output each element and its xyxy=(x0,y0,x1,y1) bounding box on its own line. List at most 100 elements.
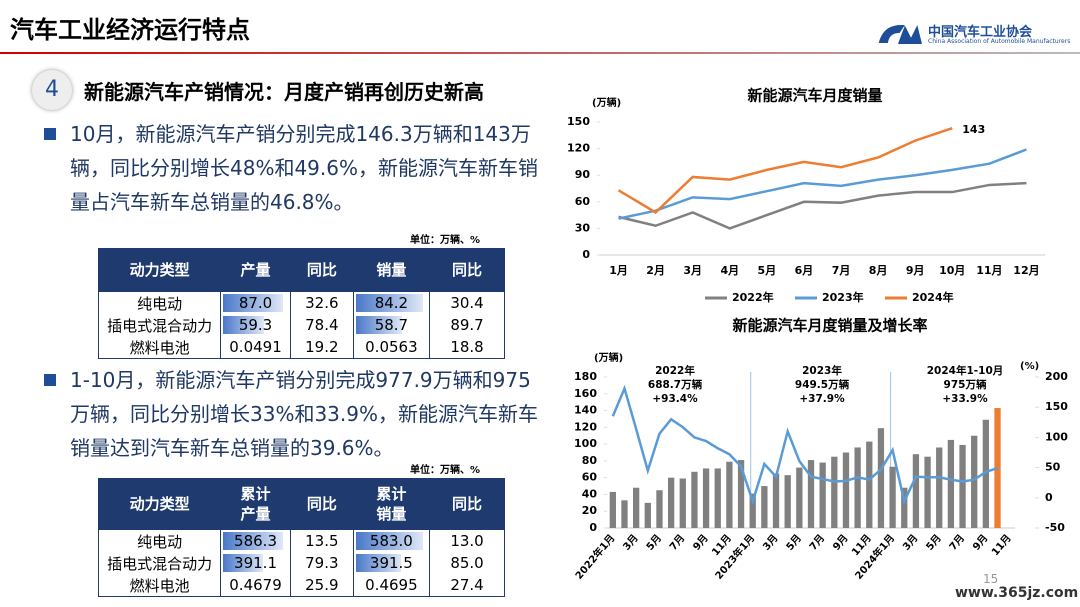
cell-text: 586.3 xyxy=(234,532,277,550)
y2-tick-label: 150 xyxy=(1045,400,1068,413)
cell-bar xyxy=(223,554,264,572)
cell-text: 0.0563 xyxy=(365,338,418,356)
x-tick-label: 7月 xyxy=(667,532,687,553)
y-tick-label: 90 xyxy=(575,168,591,181)
cell-text: 59.3 xyxy=(238,316,273,334)
x-tick-label: 12月 xyxy=(1013,264,1039,277)
table: 动力类型 产量 同比 销量 同比 纯电动 87.0 32.6 84.2 30.4 插电式混合动力 59… xyxy=(97,248,505,359)
annotation: +37.9% xyxy=(799,393,845,405)
header-cell: 同比 xyxy=(429,478,505,530)
cell-text: 0.4679 xyxy=(229,576,282,594)
bar xyxy=(842,452,850,528)
bullet-marker xyxy=(44,374,56,386)
legend-label: 2024年 xyxy=(912,290,954,304)
bar xyxy=(737,460,745,528)
y-tick-label: 180 xyxy=(574,370,597,383)
logo-mark xyxy=(878,24,922,45)
row: 插电式混合动力 391.1 79.3 391.5 85.0 xyxy=(97,552,505,574)
x-tick-label: 10月 xyxy=(939,264,965,277)
annotation: 2023年 xyxy=(802,364,842,377)
bar xyxy=(702,468,710,528)
header-row: 动力类型 累计 产量 同比 累计 销量 同比 xyxy=(97,478,505,530)
cell-bar xyxy=(355,294,423,312)
x-tick-label: 9月 xyxy=(970,532,990,553)
cell-text: 0.0491 xyxy=(229,338,282,356)
bar xyxy=(819,462,826,528)
bar xyxy=(831,456,838,528)
cell-bar xyxy=(223,532,284,550)
series-line xyxy=(618,148,1027,220)
cell-text: 25.9 xyxy=(305,576,339,594)
chart-title: 新能源汽车月度销量 xyxy=(747,87,882,105)
bullet-marker xyxy=(44,128,56,140)
x-tick-label: 5月 xyxy=(644,532,664,553)
cell: 13.0 xyxy=(429,529,505,552)
cell-text: 燃料电池 xyxy=(129,576,190,595)
x-tick-label: 5月 xyxy=(784,532,804,553)
cell: 0.0491 xyxy=(220,336,291,359)
cell: 25.9 xyxy=(289,574,354,597)
cell: 32.6 xyxy=(289,291,354,314)
x-tick-label: 7月 xyxy=(947,532,967,553)
bar xyxy=(796,467,803,528)
bar xyxy=(644,502,651,528)
bar xyxy=(772,473,780,528)
header-rule xyxy=(0,52,1080,54)
bar xyxy=(667,477,675,528)
bar xyxy=(982,419,990,528)
cell-text: 燃料电池 xyxy=(129,338,190,357)
cell: 391.1 xyxy=(220,552,291,574)
cell: 0.4679 xyxy=(220,574,291,597)
bar xyxy=(679,478,686,528)
y-tick-label: 140 xyxy=(574,404,597,417)
row: 纯电动 87.0 32.6 84.2 30.4 xyxy=(97,291,505,314)
cell: 插电式混合动力 xyxy=(97,314,222,336)
x-tick-label: 3月 xyxy=(761,532,781,553)
x-tick-label: 3月 xyxy=(900,532,920,553)
legend-label: 2022年 xyxy=(732,290,774,304)
y-tick-label: 120 xyxy=(574,420,597,433)
cell: 84.2 xyxy=(352,291,431,314)
cell: 0.0563 xyxy=(352,336,431,359)
x-tick-label: 9月 xyxy=(691,532,711,553)
cell: 87.0 xyxy=(220,291,291,314)
y-tick-label: 20 xyxy=(582,504,598,517)
row: 燃料电池 0.4679 25.9 0.4695 27.4 xyxy=(97,574,505,597)
annotation: +93.4% xyxy=(652,393,698,405)
cell: 586.3 xyxy=(220,529,291,552)
series-line xyxy=(617,127,953,215)
y-tick-label: 80 xyxy=(582,454,598,467)
bar xyxy=(959,444,966,528)
cell-text: 30.4 xyxy=(450,294,484,312)
page-number: 15 xyxy=(983,572,999,586)
y-tick-label: 40 xyxy=(582,487,598,500)
bar xyxy=(807,460,815,528)
row: 纯电动 586.3 13.5 583.0 13.0 xyxy=(97,529,505,552)
x-tick-label: 7月 xyxy=(832,264,851,277)
cell-text: 89.7 xyxy=(450,316,484,334)
bullet-text: 1-10月，新能源汽车产销分别完成977.9万辆和975万辆，同比分别增长33%… xyxy=(70,368,538,460)
bar xyxy=(621,500,628,528)
bar xyxy=(726,461,733,528)
y2-tick-label: 0 xyxy=(1045,491,1053,504)
header-cell: 同比 xyxy=(289,478,354,530)
bar xyxy=(714,468,721,528)
y2-unit: (%) xyxy=(1020,361,1039,372)
cell-bar xyxy=(223,294,284,312)
table-unit: 单位：万辆、% xyxy=(410,465,481,476)
cell: 58.7 xyxy=(352,314,431,336)
bar xyxy=(691,471,698,528)
cell: 59.3 xyxy=(220,314,291,336)
cell-text: 391.5 xyxy=(369,554,413,572)
bar xyxy=(901,487,908,528)
bar xyxy=(889,466,896,528)
x-tick-label: 11月 xyxy=(989,532,1014,558)
x-tick-label: 2月 xyxy=(646,264,665,277)
cell-text: 391.1 xyxy=(234,554,277,572)
x-tick-label: 7月 xyxy=(807,532,827,553)
bar xyxy=(994,408,1001,528)
org-name: 中国汽车工业协会 xyxy=(928,25,1033,40)
bar xyxy=(854,447,861,528)
bar xyxy=(749,493,756,528)
